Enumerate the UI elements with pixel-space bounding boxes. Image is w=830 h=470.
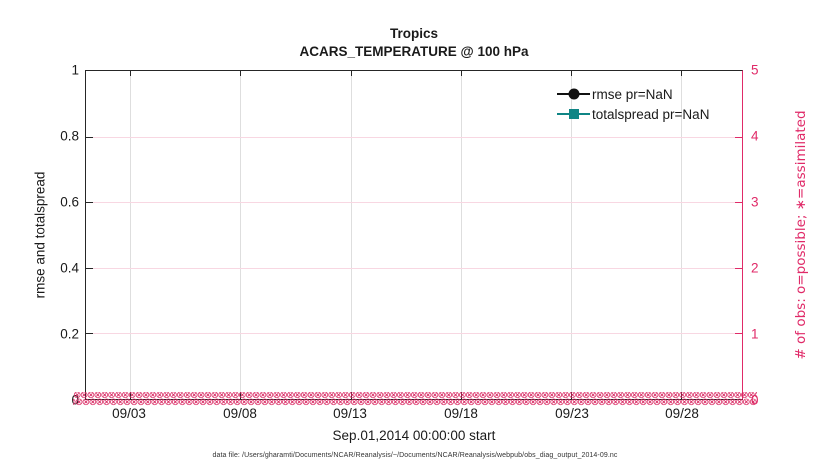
obs-markers-row: ⊗⊗⊗⊗⊗⊗⊗⊗⊗⊗⊗⊗⊗⊗⊗⊗⊗⊗⊗⊗⊗⊗⊗⊗⊗⊗⊗⊗⊗⊗⊗⊗⊗⊗⊗⊗⊗⊗⊗⊗… (73, 392, 757, 401)
gridline-vertical (460, 71, 462, 399)
tick-bottom (240, 392, 242, 399)
legend-item-totalspread: totalspread pr=NaN (557, 104, 709, 124)
legend-circle-marker-icon (568, 88, 579, 100)
xtick-label: 09/13 (333, 406, 367, 421)
x-axis-label: Sep.01,2014 00:00:00 start (332, 428, 496, 443)
gridline-horizontal (86, 136, 742, 138)
plot-area: ⊗⊗⊗⊗⊗⊗⊗⊗⊗⊗⊗⊗⊗⊗⊗⊗⊗⊗⊗⊗⊗⊗⊗⊗⊗⊗⊗⊗⊗⊗⊗⊗⊗⊗⊗⊗⊗⊗⊗⊗… (73, 70, 757, 407)
gridline-vertical (130, 71, 132, 399)
right-ytick-label: 3 (751, 194, 759, 210)
xtick-label: 09/08 (223, 406, 257, 421)
tick-top (240, 71, 242, 76)
data-file-path: data file: /Users/gharamti/Documents/NCA… (212, 452, 618, 459)
plot-title: Tropics (389, 26, 438, 41)
tick-left (86, 333, 93, 335)
right-ytick-label: 1 (751, 326, 759, 342)
right-ytick-label: 0 (751, 392, 759, 408)
obs-markers-row: ⊗⊗⊗⊗⊗⊗⊗⊗⊗⊗⊗⊗⊗⊗⊗⊗⊗⊗⊗⊗⊗⊗⊗⊗⊗⊗⊗⊗⊗⊗⊗⊗⊗⊗⊗⊗⊗⊗⊗⊗… (73, 397, 757, 407)
legend-line-totalspread (557, 109, 590, 119)
tick-top (460, 71, 462, 76)
left-ytick-label: 0.2 (60, 326, 79, 342)
left-ytick-label: 0 (71, 392, 79, 408)
plot-subtitle: ACARS_TEMPERATURE @ 100 hPa (299, 44, 529, 59)
tick-left (86, 267, 93, 269)
obs-count-marker-band: ⊗⊗⊗⊗⊗⊗⊗⊗⊗⊗⊗⊗⊗⊗⊗⊗⊗⊗⊗⊗⊗⊗⊗⊗⊗⊗⊗⊗⊗⊗⊗⊗⊗⊗⊗⊗⊗⊗⊗⊗… (73, 392, 757, 407)
gridline-vertical (681, 71, 683, 399)
gridline-vertical (350, 71, 352, 399)
legend: rmse pr=NaN totalspread pr=NaN (557, 84, 709, 124)
tick-top (681, 71, 683, 76)
right-ytick-label: 2 (751, 260, 759, 276)
tick-left (86, 136, 93, 138)
xtick-label: 09/18 (444, 406, 478, 421)
left-ytick-label: 1 (71, 62, 79, 78)
tick-bottom (681, 392, 683, 399)
tick-top (571, 71, 573, 76)
gridline-horizontal (86, 333, 742, 335)
gridline-vertical (240, 71, 242, 399)
tick-top (130, 71, 132, 76)
left-ytick-label: 0.6 (60, 194, 79, 210)
legend-item-rmse: rmse pr=NaN (557, 84, 709, 104)
legend-square-marker-icon (568, 109, 579, 119)
tick-right (735, 136, 742, 138)
tick-top (350, 71, 352, 76)
tick-bottom (571, 392, 573, 399)
tick-left (86, 202, 93, 204)
legend-line-rmse (557, 88, 590, 100)
left-ytick-label: 0.4 (60, 260, 79, 276)
xtick-label: 09/03 (112, 406, 146, 421)
right-axis-label: # of obs: o=possible; ∗=assimilated (793, 110, 809, 360)
tick-bottom (460, 392, 462, 399)
legend-label-rmse: rmse pr=NaN (592, 86, 673, 102)
xtick-label: 09/23 (555, 406, 589, 421)
gridline-horizontal (86, 202, 742, 204)
left-ytick-label: 0.8 (60, 128, 79, 144)
gridline-vertical (571, 71, 573, 399)
gridline-horizontal (86, 267, 742, 269)
right-ytick-label: 5 (751, 62, 759, 78)
tick-bottom (130, 392, 132, 399)
right-ytick-label: 4 (751, 128, 759, 144)
tick-right (735, 267, 742, 269)
xtick-label: 09/28 (665, 406, 699, 421)
tick-bottom (350, 392, 352, 399)
tick-right (735, 202, 742, 204)
tick-right (735, 333, 742, 335)
legend-label-totalspread: totalspread pr=NaN (592, 106, 710, 122)
title-block: Tropics ACARS_TEMPERATURE @ 100 hPa (85, 25, 743, 61)
left-axis-label: rmse and totalspread (32, 171, 48, 299)
